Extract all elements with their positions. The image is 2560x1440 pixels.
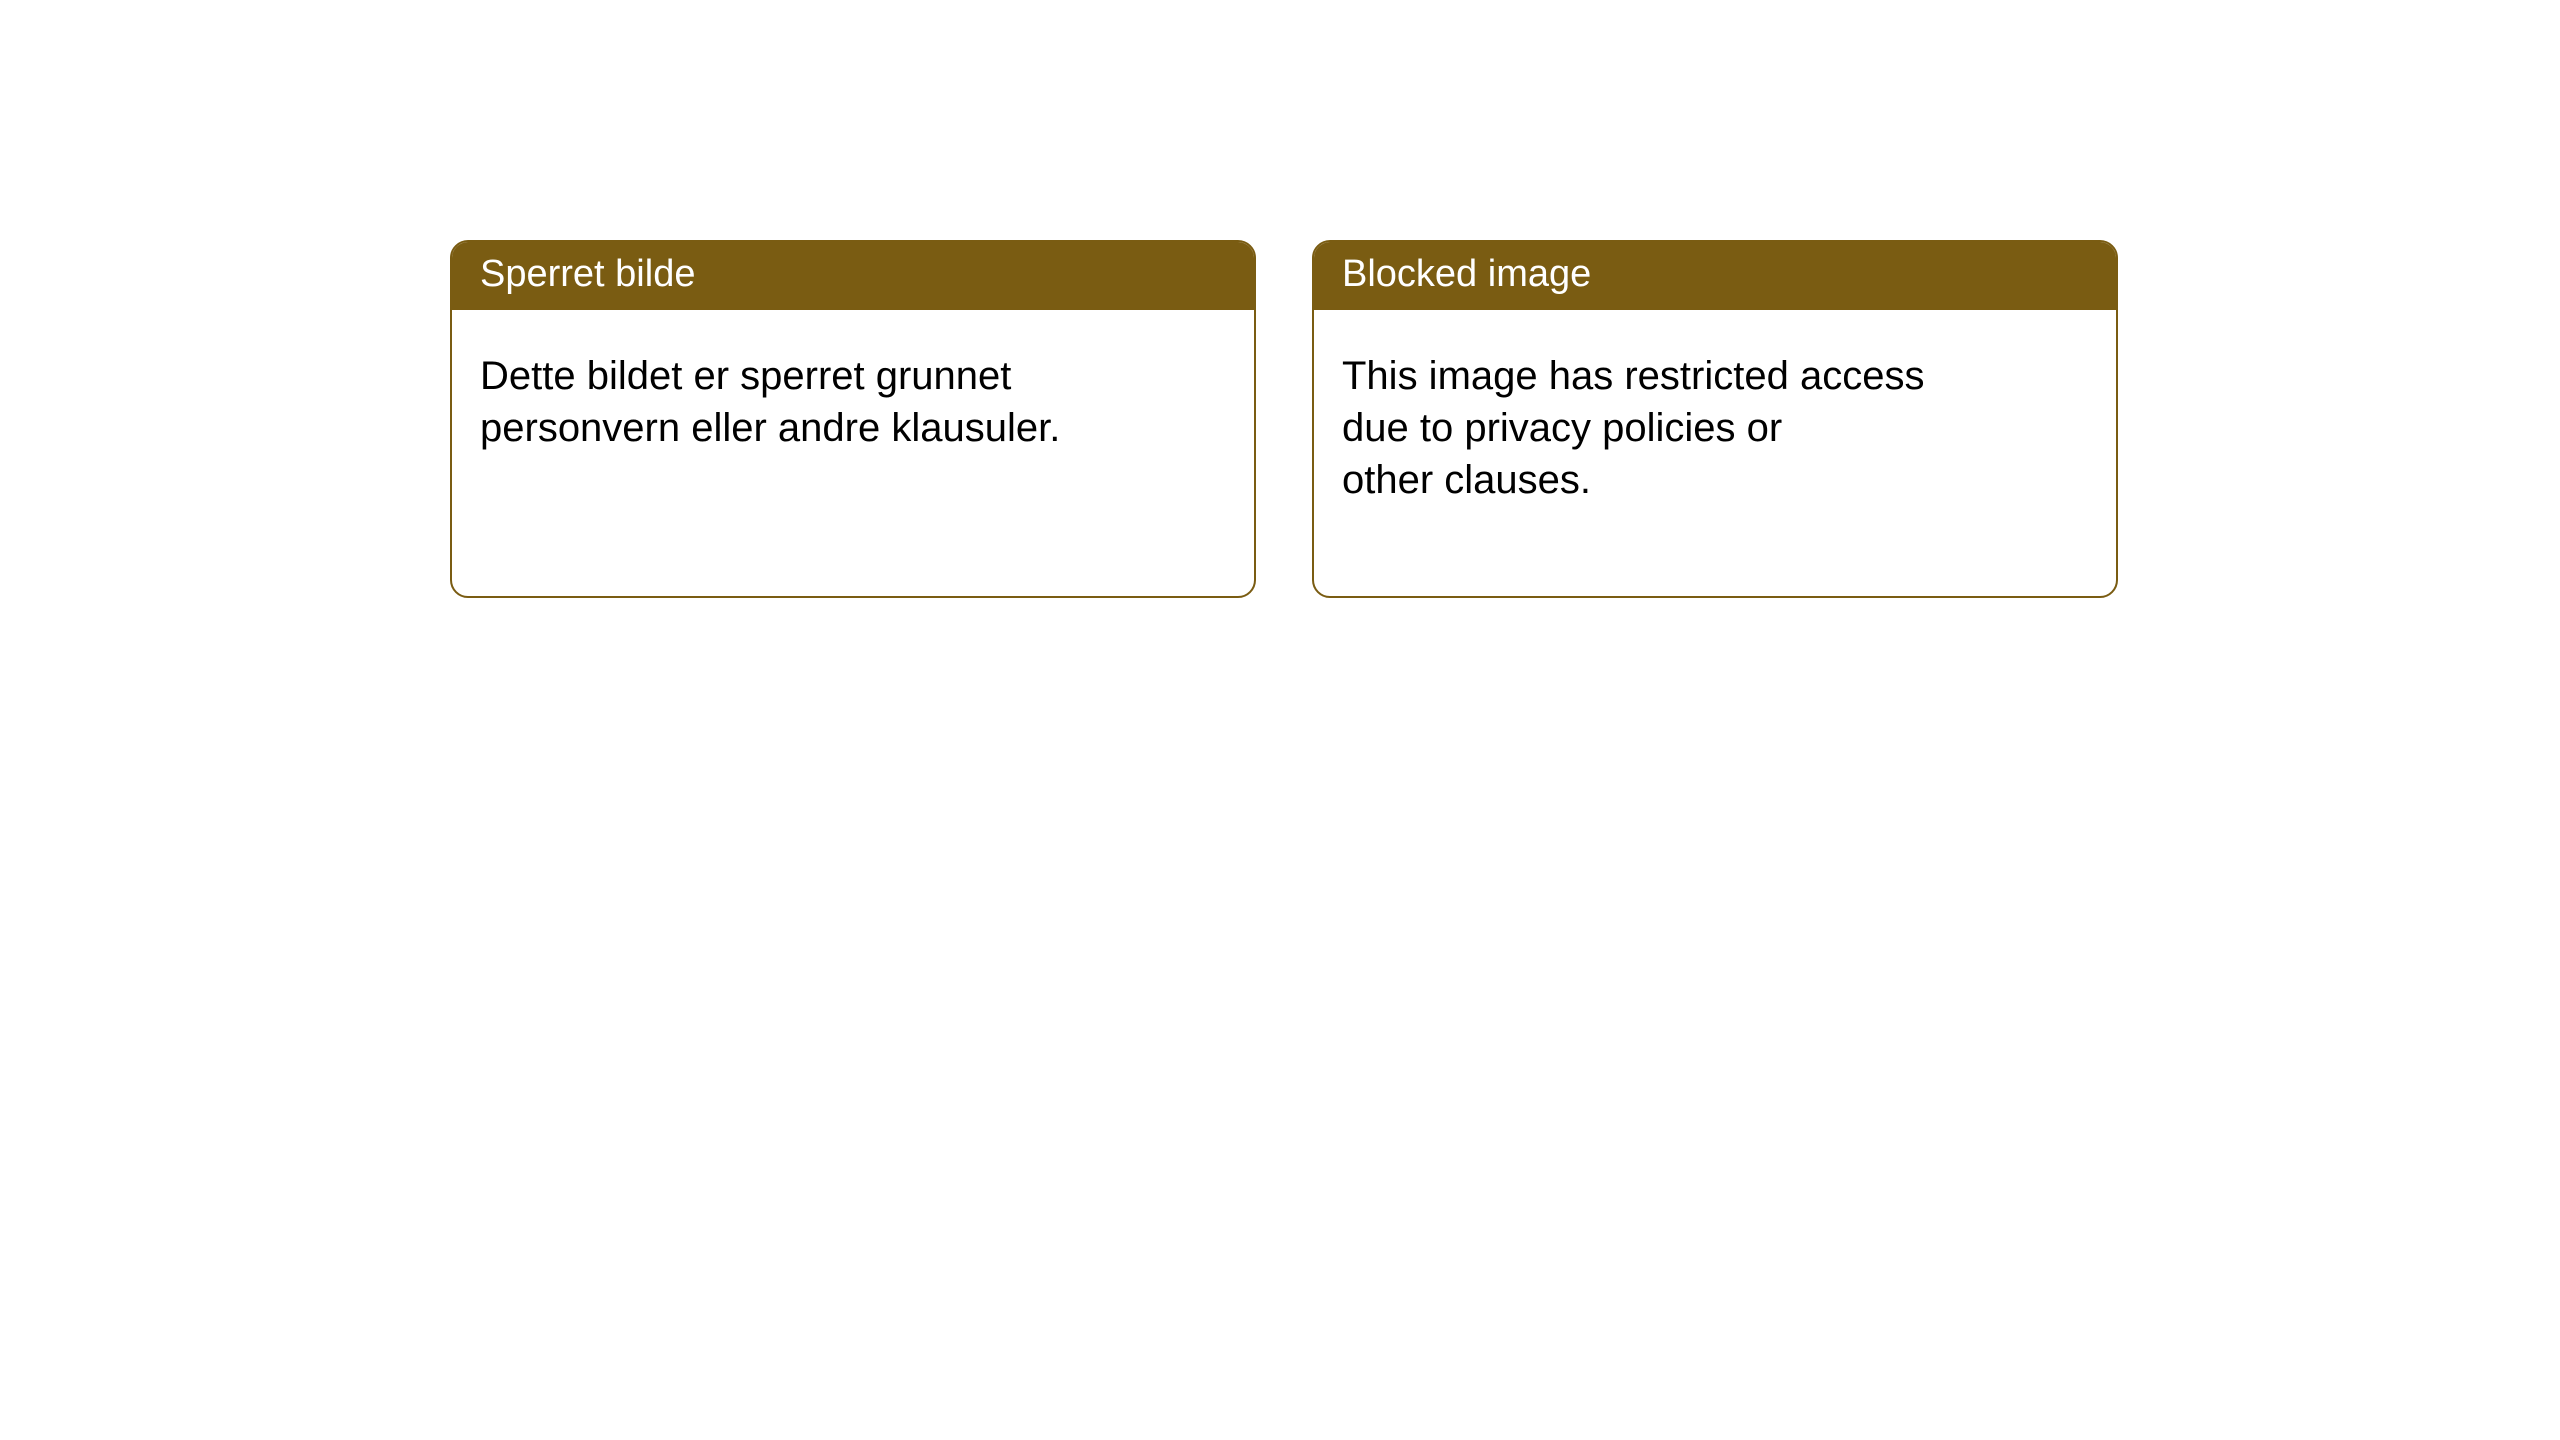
notice-title: Sperret bilde <box>452 242 1254 310</box>
notice-container: Sperret bilde Dette bildet er sperret gr… <box>0 0 2560 598</box>
notice-title: Blocked image <box>1314 242 2116 310</box>
notice-card-norwegian: Sperret bilde Dette bildet er sperret gr… <box>450 240 1256 598</box>
notice-body: Dette bildet er sperret grunnet personve… <box>452 310 1152 544</box>
notice-body: This image has restricted access due to … <box>1314 310 2014 596</box>
notice-card-english: Blocked image This image has restricted … <box>1312 240 2118 598</box>
